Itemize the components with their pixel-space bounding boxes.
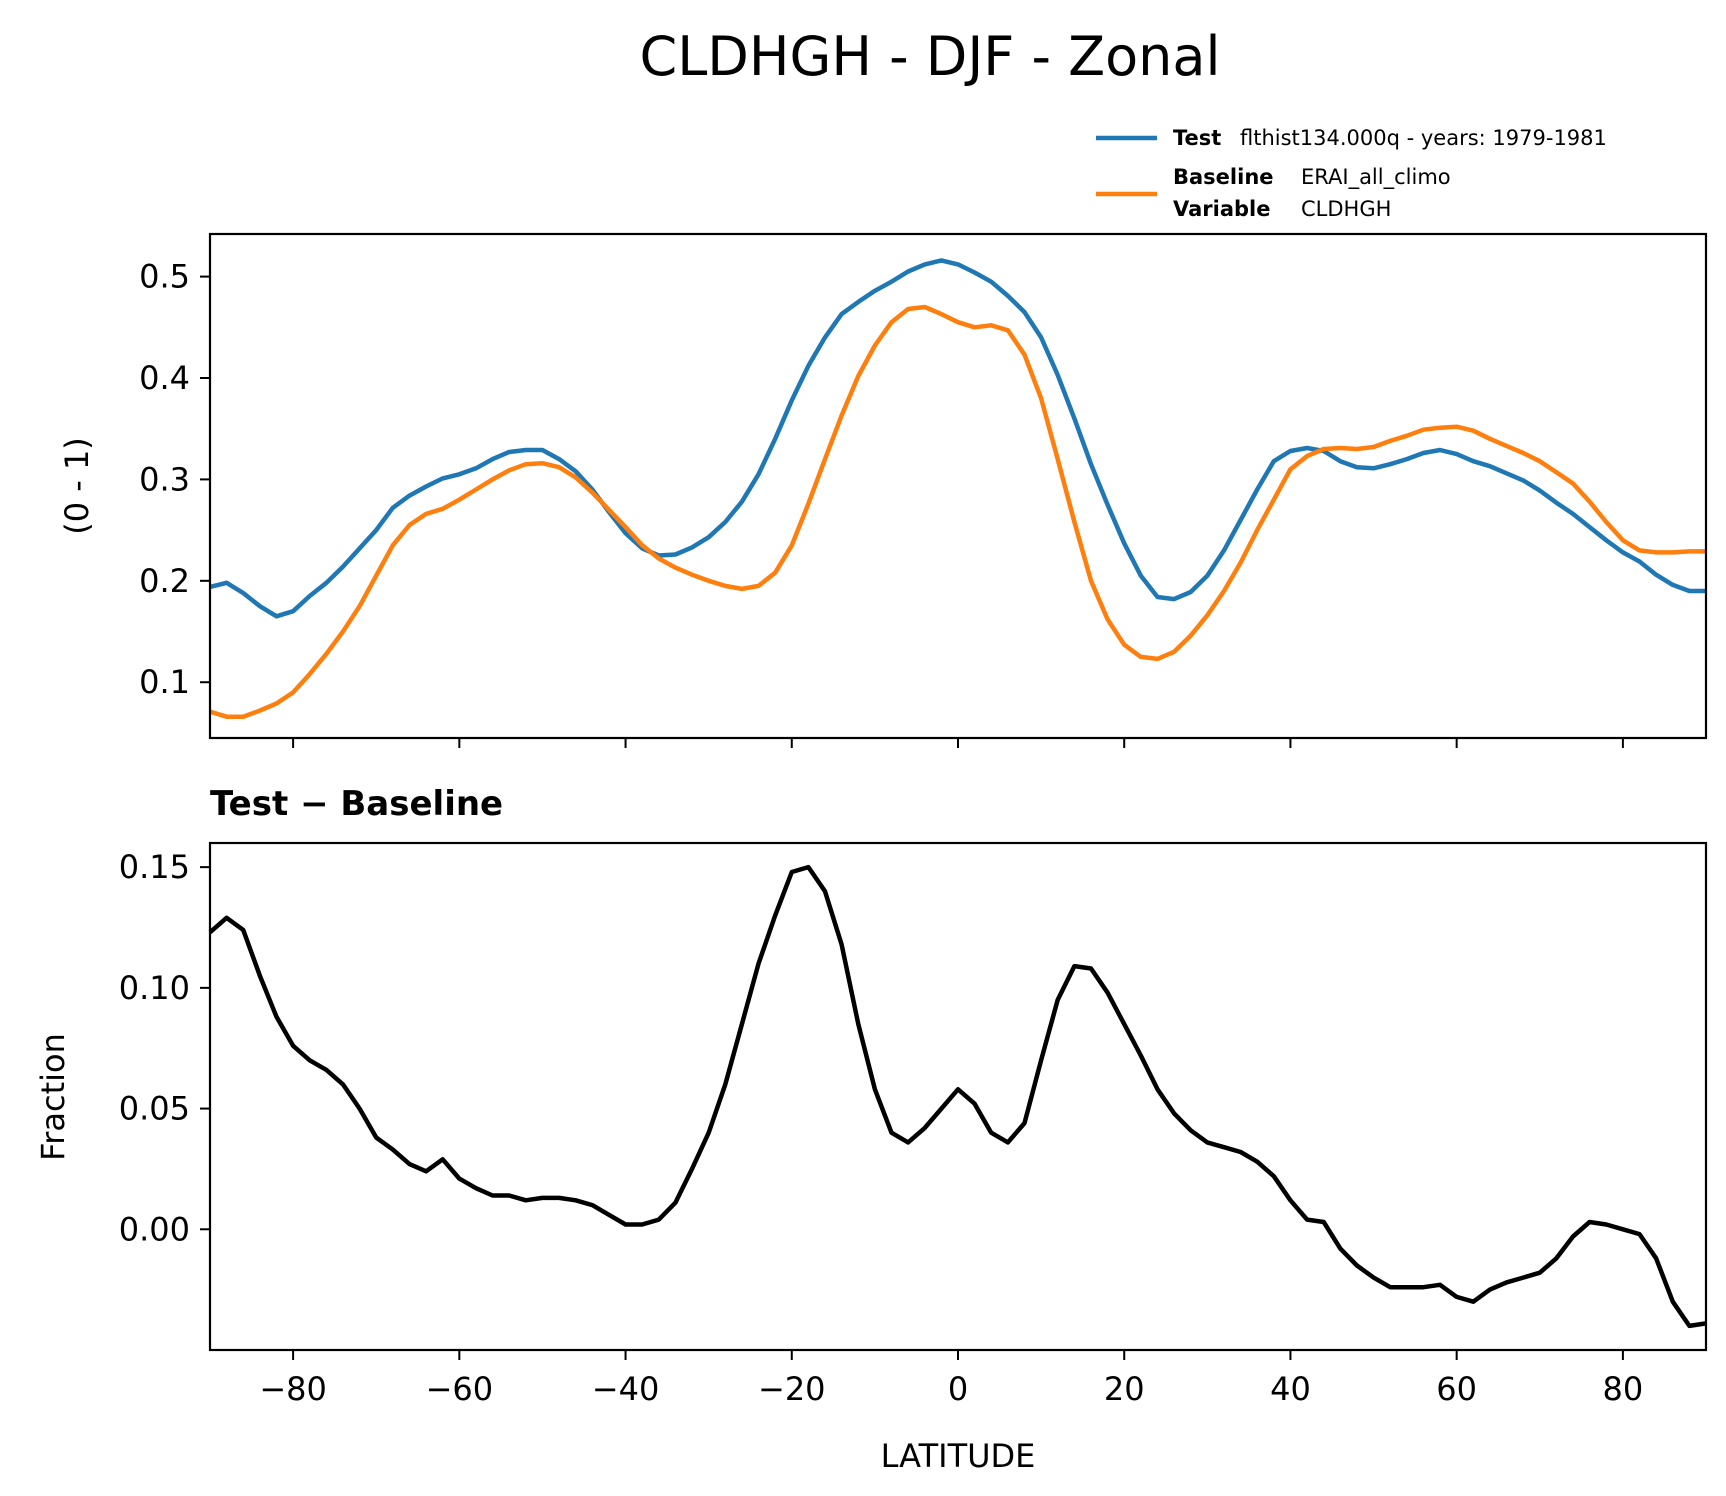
bottom-x-tick-label: 40: [1270, 1370, 1311, 1408]
bottom-y-tick-label: 0.00: [119, 1210, 190, 1248]
bottom-panel-x-ticks: −80 −60 −40 −20 0 20 40 60 80: [259, 1350, 1643, 1408]
bottom-x-tick-label: 0: [948, 1370, 968, 1408]
bottom-panel-y-label: Fraction: [34, 1033, 72, 1161]
top-y-tick-label: 0.1: [139, 663, 190, 701]
legend-test-key: Test: [1173, 126, 1221, 150]
bottom-x-tick-label: −20: [758, 1370, 826, 1408]
top-panel: 0.1 0.2 0.3 0.4 0.5 (0 - 1): [58, 232, 1708, 748]
bottom-series-line-difference: [208, 864, 1707, 1329]
bottom-panel-lines: [208, 864, 1707, 1329]
figure-title: CLDHGH - DJF - Zonal: [640, 25, 1221, 88]
top-panel-y-ticks: 0.1 0.2 0.3 0.4 0.5: [139, 258, 210, 701]
top-series-line-baseline: [209, 304, 1706, 719]
bottom-x-tick-label: −60: [426, 1370, 494, 1408]
top-panel-y-label: (0 - 1): [58, 437, 96, 535]
legend-baseline-value: ERAI_all_climo: [1301, 165, 1451, 190]
bottom-x-tick-label: 60: [1436, 1370, 1477, 1408]
bottom-x-tick-label: 80: [1603, 1370, 1644, 1408]
bottom-panel: Test − Baseline 0.000.050.100.15 −80 −60−…: [34, 784, 1708, 1475]
legend-variable-key: Variable: [1173, 197, 1270, 221]
top-y-tick-label: 0.3: [139, 460, 190, 498]
bottom-panel-y-ticks: 0.00 0.05 0.10 0.15: [119, 848, 210, 1248]
bottom-x-tick-label: 20: [1104, 1370, 1145, 1408]
top-panel-lines: [209, 258, 1706, 719]
top-y-tick-label: 0.4: [139, 359, 190, 397]
bottom-panel-x-label: LATITUDE: [881, 1437, 1036, 1475]
top-panel-x-ticks: [292, 738, 1624, 748]
top-series-line-test: [209, 258, 1706, 619]
legend: Test flthist134.000q - years: 1979-1981 …: [1096, 126, 1607, 221]
legend-test-value: flthist134.000q - years: 1979-1981: [1240, 126, 1607, 150]
top-y-tick-label: 0.2: [139, 562, 190, 600]
bottom-y-tick-label: 0.15: [119, 848, 190, 886]
bottom-panel-subtitle: Test − Baseline: [210, 784, 503, 824]
bottom-x-tick-label: −40: [592, 1370, 660, 1408]
top-y-tick-label: 0.5: [139, 258, 190, 296]
bottom-x-tick-label: −80: [259, 1370, 327, 1408]
legend-variable-value: CLDHGH: [1301, 197, 1391, 221]
legend-baseline-key: Baseline: [1173, 165, 1274, 189]
bottom-y-tick-label: 0.10: [119, 969, 190, 1007]
bottom-y-tick-label: 0.05: [119, 1090, 190, 1128]
